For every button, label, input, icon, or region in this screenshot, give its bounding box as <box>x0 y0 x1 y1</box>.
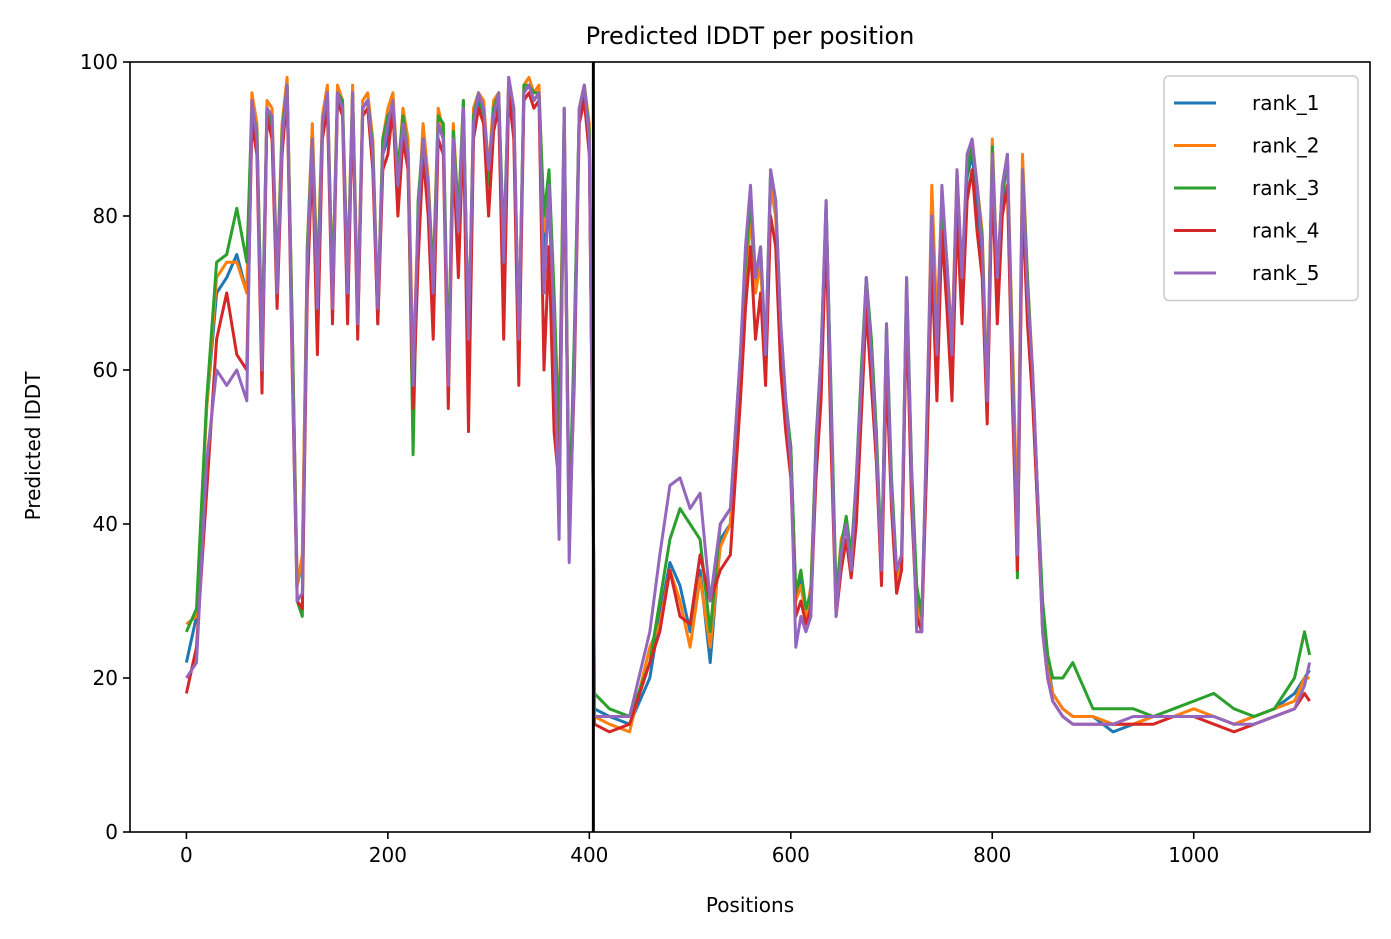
x-tick-label: 0 <box>180 843 193 867</box>
plot-area <box>184 62 1312 832</box>
legend-box <box>1163 75 1359 302</box>
legend-label-rank_5: rank_5 <box>1252 261 1319 285</box>
chart-title: Predicted lDDT per position <box>586 22 915 50</box>
y-tick-label: 40 <box>93 512 118 536</box>
y-tick-label: 20 <box>93 666 118 690</box>
x-axis-title: Positions <box>706 893 794 917</box>
x-tick-label: 400 <box>570 843 608 867</box>
x-tick-label: 600 <box>772 843 810 867</box>
series-line-rank_5 <box>185 75 1312 726</box>
legend-label-rank_2: rank_2 <box>1252 134 1319 158</box>
legend-label-rank_4: rank_4 <box>1252 219 1319 243</box>
y-tick-label: 80 <box>93 204 118 228</box>
y-tick-label: 100 <box>80 50 118 74</box>
legend: rank_1 rank_2 rank_3 rank_4 rank_5 <box>1163 75 1359 302</box>
legend-label-rank_3: rank_3 <box>1252 176 1319 200</box>
axes-frame <box>129 61 1371 833</box>
y-tick-label: 60 <box>93 358 118 382</box>
axes: 0 200 400 600 800 1000 0 20 40 60 80 100 <box>80 50 1371 867</box>
x-tick-label: 800 <box>973 843 1011 867</box>
x-tick-label: 1000 <box>1168 843 1219 867</box>
legend-label-rank_1: rank_1 <box>1252 91 1319 115</box>
x-tick-label: 200 <box>369 843 407 867</box>
y-tick-label: 0 <box>105 820 118 844</box>
y-axis-title: Predicted lDDT <box>21 371 45 521</box>
